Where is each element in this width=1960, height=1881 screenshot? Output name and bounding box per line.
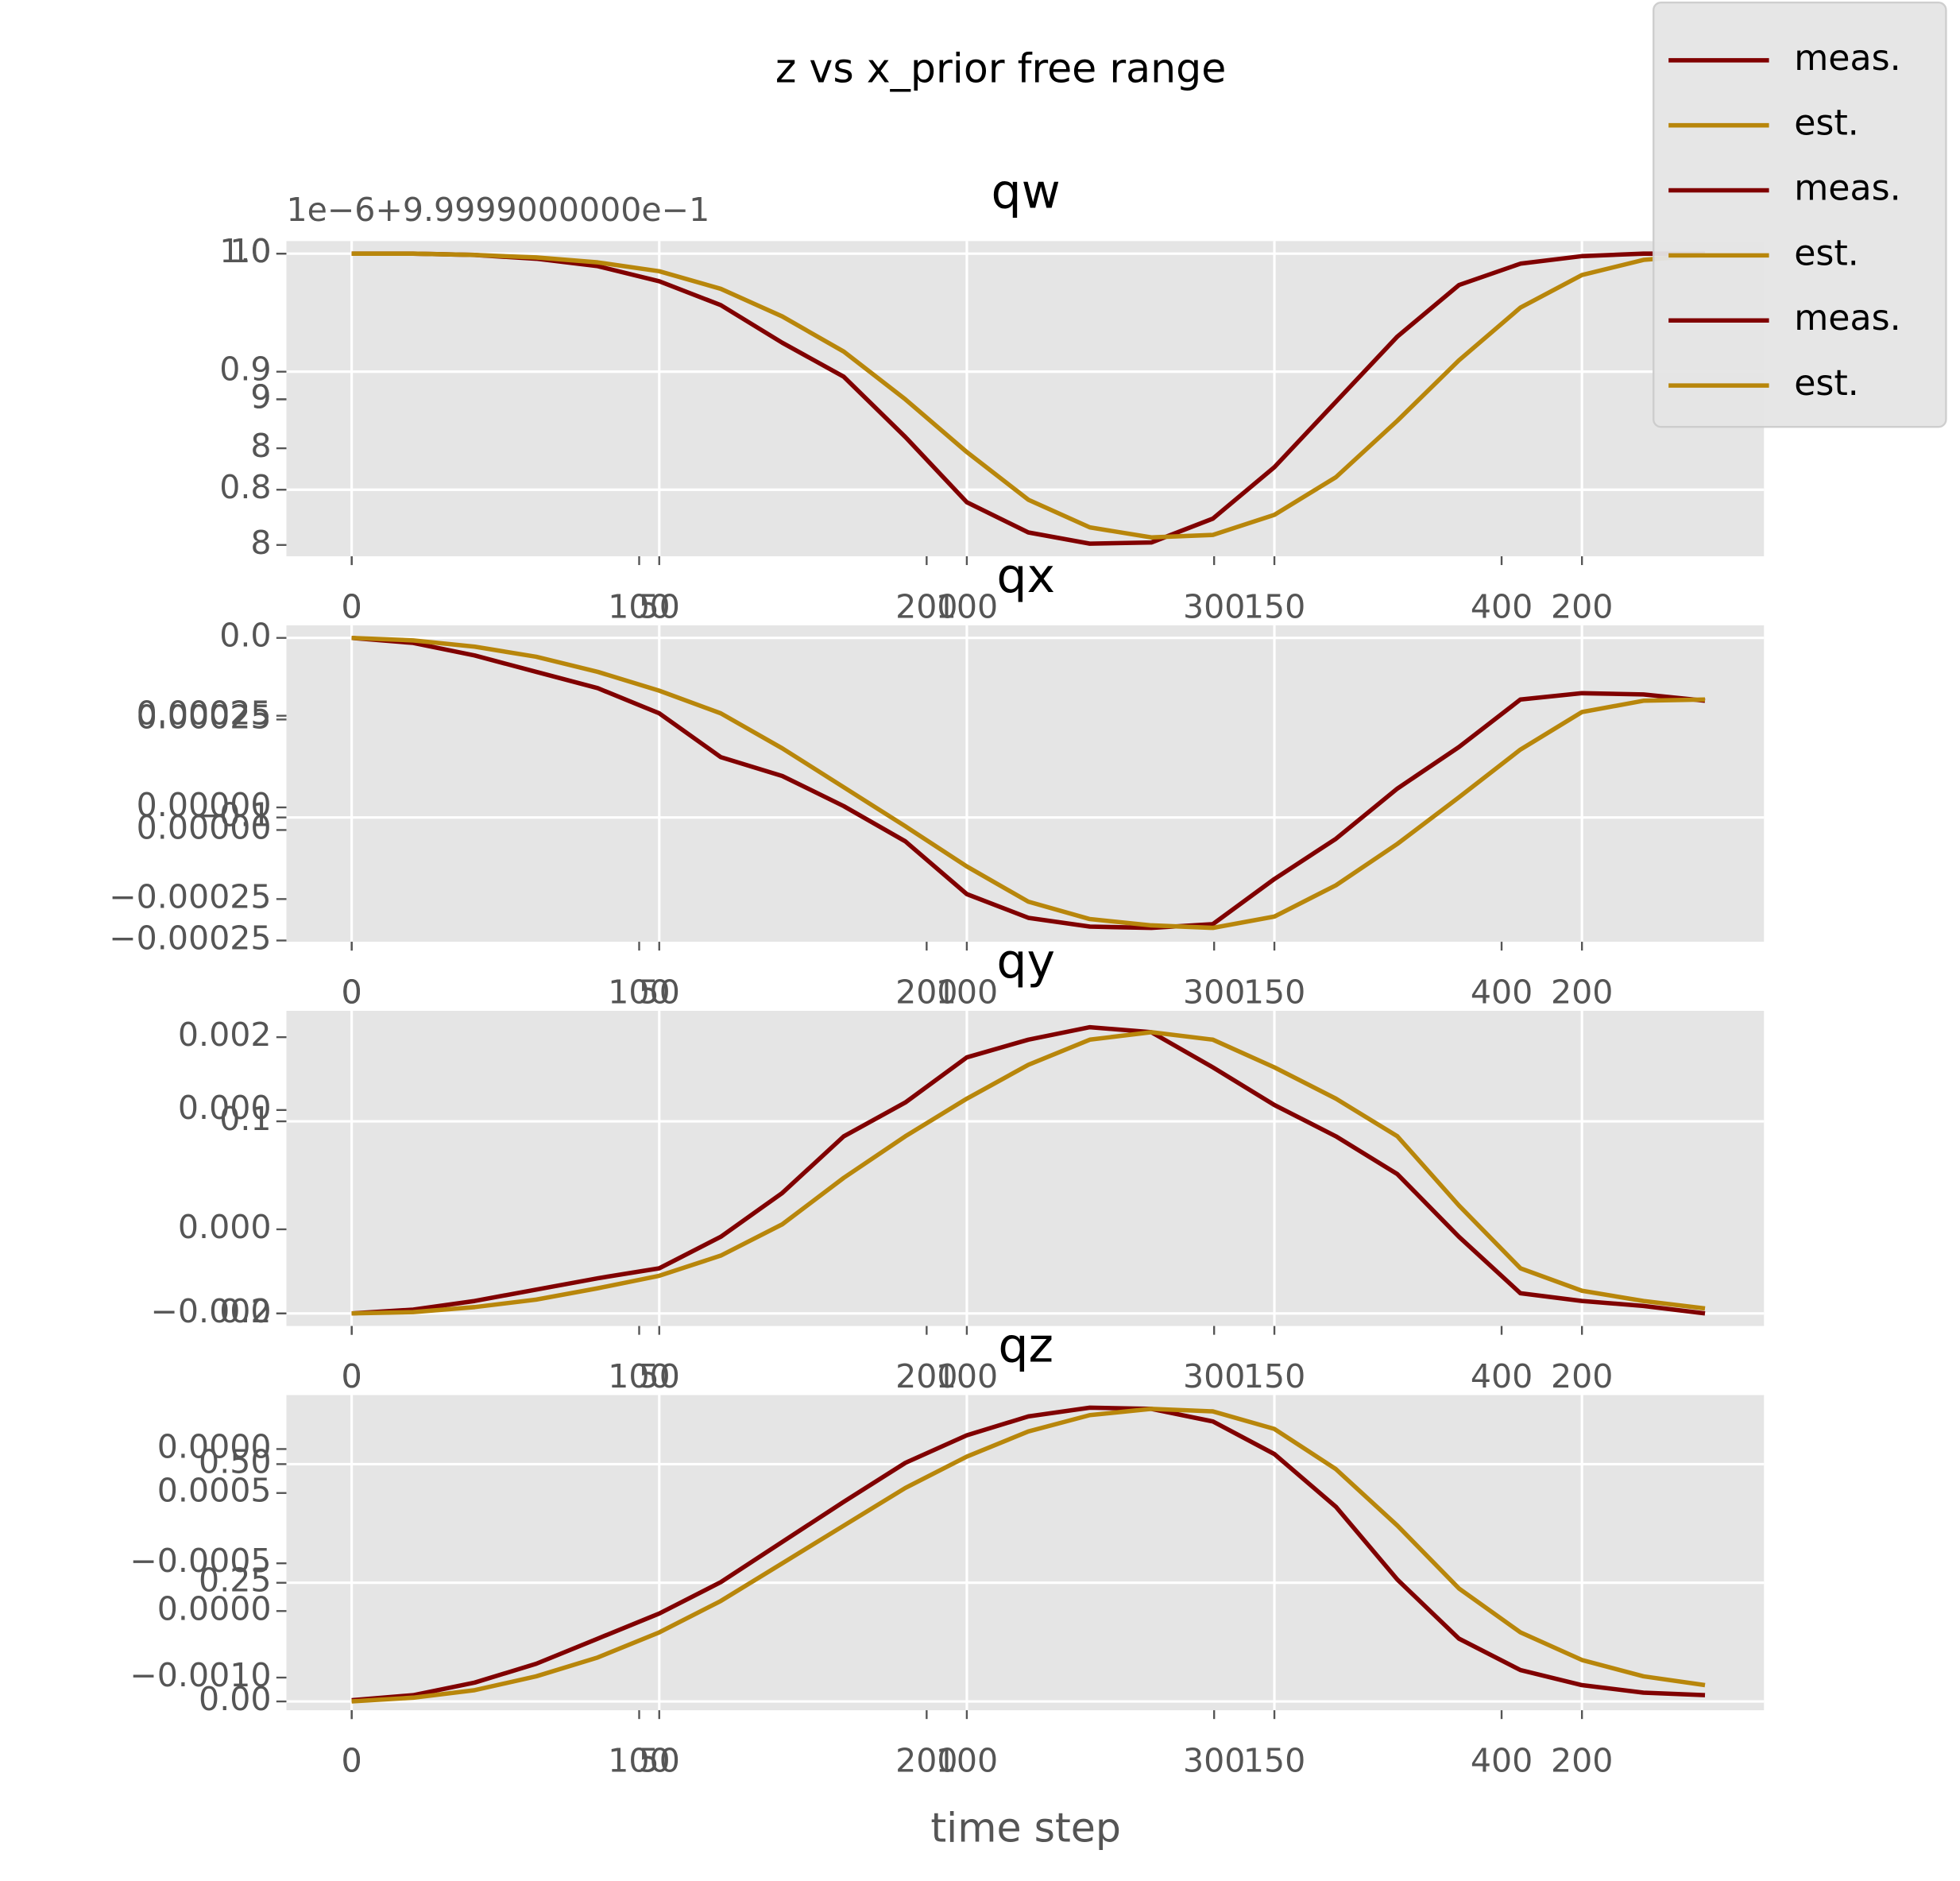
- panel-title: qx: [996, 548, 1055, 604]
- x-tick-label: 50: [639, 587, 680, 625]
- x-tick-label: 200: [895, 973, 957, 1011]
- plot-area: [286, 241, 1765, 556]
- x-tick-label: 300: [1183, 1357, 1245, 1395]
- y-tick-label: −0.002: [150, 1292, 271, 1330]
- y-tick-label: −0.0005: [130, 1542, 271, 1580]
- x-tick-label: 100: [936, 973, 998, 1011]
- series-line: [351, 1407, 1706, 1704]
- panel-title: qw: [992, 164, 1061, 220]
- y-tick-label: 0.000: [178, 1089, 272, 1127]
- plot-area: [286, 625, 1765, 942]
- y-tick-label: 0.0: [219, 617, 271, 655]
- x-tick-label: 100: [936, 1741, 998, 1779]
- y-tick-label: 0.25: [199, 1562, 271, 1600]
- y-tick-label: 9: [250, 377, 271, 416]
- x-tick-label: 200: [1551, 973, 1613, 1011]
- y-tick-label: 0.0: [219, 1292, 271, 1330]
- x-tick-label: 100: [608, 1741, 670, 1779]
- y-tick-label: 0.000: [178, 1208, 272, 1246]
- y-tick-label: −0.0010: [130, 1656, 271, 1694]
- x-tick-label: 0: [342, 1357, 362, 1395]
- x-tick-label: 400: [1471, 1357, 1533, 1395]
- x-tick-label: 200: [895, 1357, 957, 1395]
- plot-area: [286, 1010, 1765, 1326]
- x-tick-label: 200: [895, 587, 957, 625]
- y-tick-label: 1.0: [219, 232, 271, 270]
- y-tick-label: 8: [250, 524, 271, 562]
- plot-area: [286, 1395, 1765, 1711]
- y-tick-label: 0.8: [219, 468, 271, 506]
- y-tick-label: 0.0005: [157, 1472, 272, 1510]
- x-tick-label: 50: [639, 973, 680, 1011]
- x-tick-label: 150: [1243, 587, 1305, 625]
- x-tick-label: 200: [1551, 1741, 1613, 1779]
- y-tick-label: 0.002: [178, 1016, 272, 1054]
- series-line: [351, 1030, 1706, 1316]
- x-tick-label: 50: [639, 1741, 680, 1779]
- x-axis-label: time step: [930, 1804, 1121, 1851]
- x-tick-label: 0: [342, 973, 362, 1011]
- series-line: [351, 1405, 1706, 1703]
- series-line: [351, 1024, 1706, 1316]
- y-tick-label: 0.00025: [137, 695, 272, 733]
- x-tick-label: 0: [342, 1741, 362, 1779]
- x-tick-label: 100: [608, 587, 670, 625]
- x-tick-label: 400: [1471, 1741, 1533, 1779]
- x-tick-label: 150: [1243, 973, 1305, 1011]
- series-line: [351, 251, 1706, 546]
- y-tick-label: 0.00000: [137, 786, 272, 824]
- x-tick-label: 200: [1551, 587, 1613, 625]
- x-tick-label: 100: [608, 973, 670, 1011]
- legend-label: meas.: [1794, 298, 1901, 339]
- x-tick-label: 300: [1183, 1741, 1245, 1779]
- series-line: [351, 251, 1706, 540]
- legend-label: est.: [1794, 103, 1859, 144]
- legend-label: meas.: [1794, 168, 1901, 209]
- x-tick-label: 0: [342, 587, 362, 625]
- x-tick-label: 0: [342, 1357, 362, 1395]
- y-tick-label: 0.00000: [137, 808, 272, 846]
- y-tick-label: 0.00: [199, 1680, 271, 1718]
- y-tick-label: 10: [230, 232, 271, 270]
- y-tick-label: 9: [250, 377, 271, 416]
- x-tick-label: 200: [895, 1741, 957, 1779]
- y-tick-label: 0.9: [219, 350, 271, 389]
- series-line: [351, 635, 1706, 931]
- y-tick-label: −0.1: [192, 796, 272, 834]
- x-tick-label: 300: [1183, 973, 1245, 1011]
- x-tick-label: 100: [936, 587, 998, 625]
- y-tick-label: −0.00025: [109, 877, 271, 915]
- series-line: [351, 635, 1706, 931]
- y-tick-label: −0.00025: [109, 919, 271, 958]
- figure-title: z vs x_prior free range: [775, 45, 1227, 92]
- panel-title: qz: [998, 1318, 1053, 1374]
- x-tick-label: 0: [342, 1741, 362, 1779]
- y-tick-label: 0.50: [199, 1442, 271, 1480]
- x-tick-label: 100: [936, 1357, 998, 1395]
- x-tick-label: 0: [342, 973, 362, 1011]
- x-tick-label: 150: [1243, 1357, 1305, 1395]
- x-tick-label: 0: [342, 587, 362, 625]
- x-tick-label: 400: [1471, 973, 1533, 1011]
- x-tick-label: 200: [1551, 1357, 1613, 1395]
- x-tick-label: 100: [608, 1357, 670, 1395]
- x-tick-label: 300: [1183, 587, 1245, 625]
- panel-title: qy: [996, 934, 1055, 989]
- legend-label: est.: [1794, 363, 1859, 404]
- offset-text: 1e−6+9.9999000000e−1: [286, 191, 709, 229]
- y-tick-label: 0.00025: [137, 698, 272, 736]
- x-tick-label: 400: [1471, 587, 1533, 625]
- legend-label: meas.: [1794, 38, 1901, 79]
- x-tick-label: 150: [1243, 1741, 1305, 1779]
- y-tick-label: 0.0000: [157, 1589, 272, 1627]
- y-tick-label: 0.1: [219, 1100, 271, 1138]
- x-tick-label: 50: [639, 1357, 680, 1395]
- y-tick-label: 8: [250, 427, 271, 465]
- y-tick-label: 0.0000: [157, 1427, 272, 1465]
- legend-label: est.: [1794, 233, 1859, 273]
